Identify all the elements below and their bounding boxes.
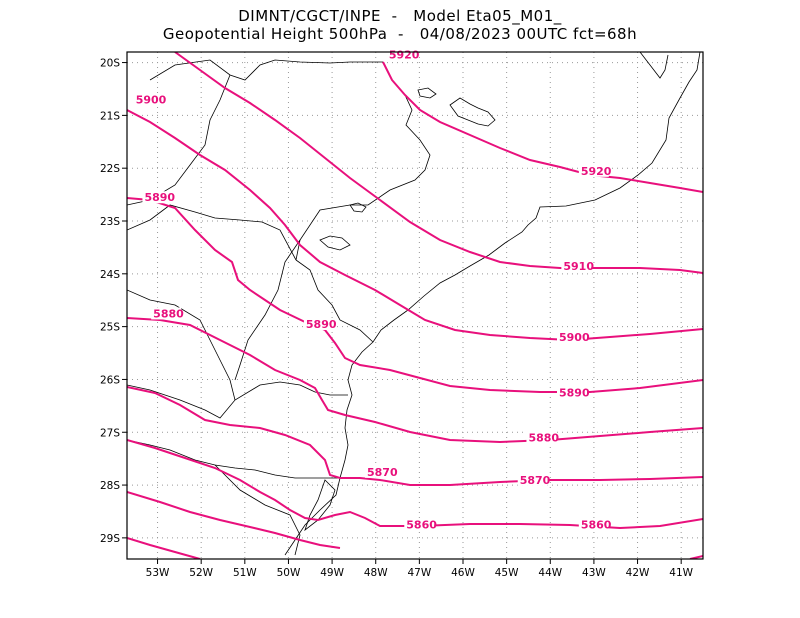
contour-label-bg bbox=[133, 93, 164, 106]
contour-label-bg bbox=[578, 518, 609, 531]
contour-5850 bbox=[127, 491, 341, 549]
lat-tick-label: 24S bbox=[100, 269, 120, 281]
border-paraguay bbox=[127, 204, 297, 261]
contour-label-bg bbox=[142, 191, 173, 204]
state-border-sp-pr bbox=[295, 259, 374, 343]
contour-5910 bbox=[174, 52, 703, 274]
reservoir-2 bbox=[349, 202, 367, 213]
contour-label-bg bbox=[557, 386, 587, 399]
map-title-line2: Geopotential Height 500hPa - 04/08/2023 … bbox=[162, 25, 638, 43]
contour-label: 5880 bbox=[153, 307, 184, 320]
contour-label-bg bbox=[526, 431, 557, 444]
state-border-ms bbox=[149, 59, 383, 81]
contour-label: 5910 bbox=[563, 260, 594, 273]
lat-tick-label: 23S bbox=[100, 216, 120, 228]
contour-5860 bbox=[127, 439, 703, 530]
contour-label: 5900 bbox=[559, 331, 590, 344]
contour-label: 5860 bbox=[406, 519, 437, 532]
state-border-sc-rs bbox=[127, 439, 340, 479]
uruguay-border bbox=[214, 464, 301, 556]
contour-label: 5920 bbox=[581, 165, 612, 178]
lon-tick-label: 42W bbox=[626, 567, 650, 579]
lon-tick-label: 41W bbox=[669, 567, 693, 579]
contour-label-bg bbox=[578, 164, 609, 177]
lon-tick-label: 48W bbox=[364, 567, 388, 579]
reservoir-1 bbox=[449, 97, 496, 127]
lon-tick-label: 51W bbox=[233, 567, 257, 579]
lagoon-patos bbox=[304, 479, 336, 532]
contour-label-bg bbox=[557, 331, 587, 344]
contour-label-bg bbox=[517, 473, 548, 486]
geopotential-contours bbox=[127, 52, 703, 559]
contour-label: 5860 bbox=[581, 519, 612, 532]
lon-tick-label: 45W bbox=[495, 567, 519, 579]
contour-label: 5890 bbox=[559, 387, 590, 400]
east-coast-north bbox=[639, 52, 669, 79]
lon-tick-label: 47W bbox=[407, 567, 431, 579]
lon-tick-label: 43W bbox=[582, 567, 606, 579]
contour-labels: 5920 5920 5900 5890 5910 5880 5890 5900 5890 5880… bbox=[133, 48, 612, 532]
contour-label-bg bbox=[151, 307, 182, 320]
contour-5920 bbox=[382, 61, 703, 193]
lat-tick-label: 25S bbox=[100, 322, 120, 334]
contour-label-bg bbox=[561, 259, 592, 272]
lat-tick-label: 28S bbox=[100, 480, 120, 492]
contour-label: 5890 bbox=[144, 191, 175, 204]
contour-label-bg bbox=[303, 317, 334, 330]
contour-5890 bbox=[127, 197, 703, 393]
graticule bbox=[127, 52, 703, 559]
contour-label: 5880 bbox=[528, 432, 559, 445]
lat-tick-label: 27S bbox=[100, 427, 120, 439]
lon-tick-label: 46W bbox=[451, 567, 475, 579]
lon-tick-label: 50W bbox=[277, 567, 301, 579]
contour-label-bg bbox=[404, 518, 435, 531]
contour-label-bg bbox=[365, 465, 395, 478]
coastline-borders bbox=[127, 52, 701, 556]
latitude-ticks: 20S 21S 22S 23S 24S 25S 26S 27S 28S 29S bbox=[100, 58, 127, 545]
lat-tick-label: 20S bbox=[100, 58, 120, 70]
longitude-ticks: 53W 52W 51W 50W 49W 48W 47W 46W 45W 44W 43W 42W 41W bbox=[146, 559, 694, 579]
reservoir-4 bbox=[417, 87, 437, 99]
reservoir-3 bbox=[319, 235, 351, 251]
state-border-mg-sp bbox=[295, 61, 431, 261]
coastline bbox=[284, 52, 701, 556]
contour-label: 5870 bbox=[520, 474, 551, 487]
lon-tick-label: 49W bbox=[320, 567, 344, 579]
lat-tick-label: 26S bbox=[100, 374, 120, 386]
lon-tick-label: 53W bbox=[146, 567, 170, 579]
lat-tick-label: 21S bbox=[100, 110, 120, 122]
contour-5870 bbox=[127, 386, 703, 486]
map-frame bbox=[126, 51, 704, 560]
river-parana bbox=[234, 239, 301, 381]
lat-tick-label: 29S bbox=[100, 533, 120, 545]
map-title-line1: DIMNT/CGCT/INPE - Model Eta05_M01_ bbox=[238, 7, 562, 25]
contour-label: 5900 bbox=[136, 94, 167, 107]
contour-label: 5890 bbox=[306, 318, 337, 331]
contour-5900 bbox=[127, 109, 703, 342]
lon-tick-label: 52W bbox=[189, 567, 213, 579]
border-argentina bbox=[127, 289, 236, 401]
contour-label: 5870 bbox=[367, 466, 398, 479]
contour-5840 bbox=[127, 537, 201, 559]
lon-tick-label: 44W bbox=[538, 567, 562, 579]
lat-tick-label: 22S bbox=[100, 163, 120, 175]
contour-label: 5920 bbox=[389, 49, 420, 62]
